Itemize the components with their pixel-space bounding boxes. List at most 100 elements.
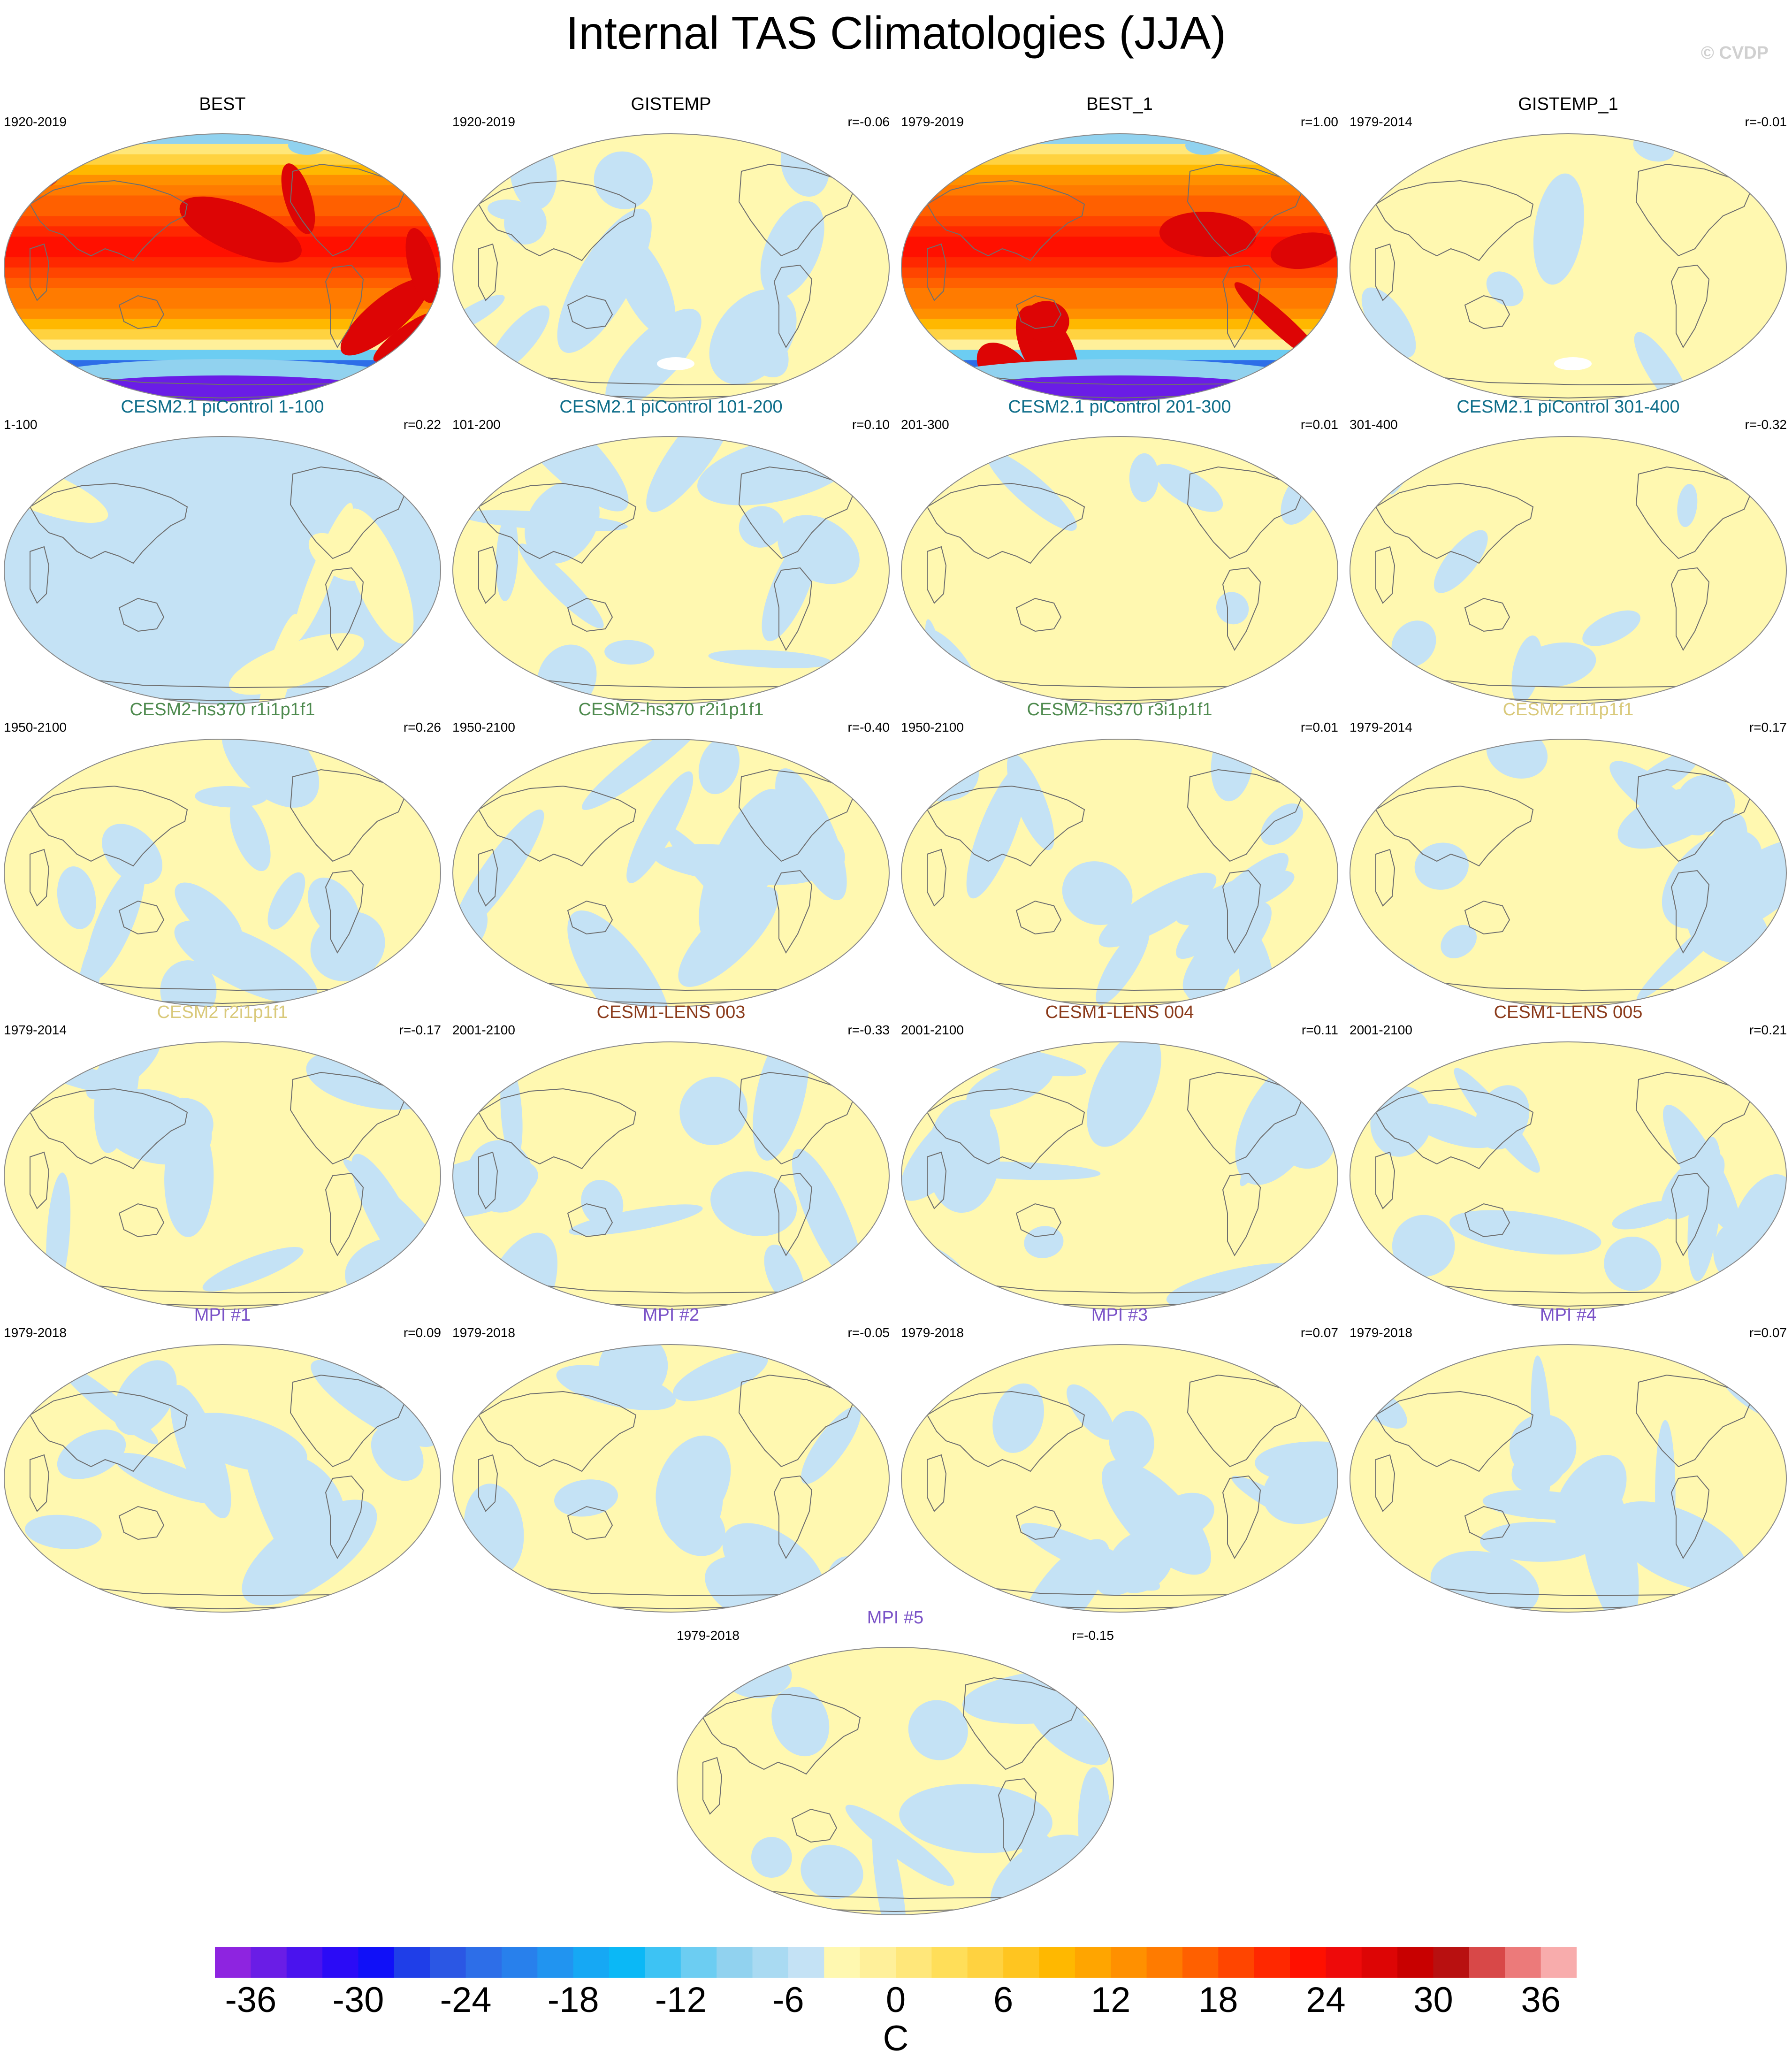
panel-correlation: r=-0.33: [847, 1023, 890, 1037]
map-projection: [1350, 436, 1787, 704]
panel-title: CESM1-LENS 004: [1045, 1002, 1194, 1022]
panel-period: 1979-2018: [1350, 1325, 1412, 1340]
map-panel: CESM1-LENS 005 2001-2100 r=0.21: [1348, 1002, 1789, 1310]
colorbar-swatch: [215, 1947, 251, 1978]
panel-correlation: r=1.00: [1300, 115, 1338, 129]
panel-title: CESM2.1 piControl 1-100: [121, 397, 324, 417]
colorbar-swatch: [1182, 1947, 1219, 1978]
colorbar-swatch: [717, 1947, 753, 1978]
panel-period: 101-200: [452, 417, 501, 432]
map-projection: [452, 1344, 890, 1613]
colorbar-swatch: [501, 1947, 538, 1978]
panel-period: 1-100: [4, 417, 38, 432]
map-projection: [452, 436, 890, 704]
colorbar-tick-label: -36: [225, 1980, 277, 2020]
panel-title: BEST: [199, 94, 246, 114]
map-panel: CESM2 r1i1p1f1 1979-2014 r=0.17: [1348, 699, 1789, 1007]
panel-correlation: r=0.01: [1300, 720, 1338, 734]
colorbar-swatch: [824, 1947, 861, 1978]
colorbar-tick-label: 24: [1306, 1980, 1346, 2020]
map-panel: MPI #2 1979-2018 r=-0.05: [450, 1305, 892, 1613]
panel-correlation: r=-0.40: [847, 720, 890, 734]
map-projection: [1350, 133, 1787, 402]
colorbar-swatch: [537, 1947, 574, 1978]
panel-correlation: r=-0.32: [1745, 417, 1787, 432]
colorbar-swatch: [1003, 1947, 1040, 1978]
panel-correlation: r=0.11: [1301, 1023, 1338, 1037]
panel-period: 1950-2100: [452, 720, 515, 734]
panel-title: CESM2 r1i1p1f1: [1502, 700, 1634, 719]
panel-title: MPI #3: [1091, 1305, 1148, 1325]
map-panel: CESM2-hs370 r1i1p1f1 1950-2100 r=0.26: [2, 699, 443, 1007]
panel-title: BEST_1: [1086, 94, 1153, 114]
panel-correlation: r=0.26: [403, 720, 441, 734]
map-projection: [901, 1041, 1338, 1310]
colorbar-tick-label: 18: [1198, 1980, 1238, 2020]
panel-period: 2001-2100: [1350, 1023, 1412, 1037]
map-panel: CESM1-LENS 003 2001-2100 r=-0.33: [450, 1002, 892, 1310]
colorbar-tick-label: -12: [655, 1980, 707, 2020]
panel-period: 2001-2100: [901, 1023, 964, 1037]
map-panel: GISTEMP 1920-2019 r=-0.06: [450, 94, 892, 402]
credit-watermark: © CVDP: [1700, 43, 1769, 63]
panel-correlation: r=0.17: [1749, 720, 1787, 734]
map-projection: [452, 739, 890, 1007]
panel-period: 1920-2019: [4, 115, 67, 129]
colorbar: [215, 1947, 1577, 1978]
map-projection: [1350, 739, 1787, 1007]
panel-period: 1979-2014: [1350, 115, 1412, 129]
colorbar-swatch: [609, 1947, 646, 1978]
map-projection: [4, 739, 441, 1007]
panel-correlation: r=-0.01: [1745, 115, 1787, 129]
colorbar-tick-label: -18: [547, 1980, 599, 2020]
panel-title: CESM1-LENS 005: [1494, 1002, 1643, 1022]
colorbar-unit: C: [883, 2019, 909, 2058]
panel-period: 301-400: [1350, 417, 1398, 432]
map-panel: CESM2.1 piControl 101-200 101-200 r=0.10: [450, 397, 892, 704]
panel-correlation: r=0.21: [1749, 1023, 1787, 1037]
colorbar-swatch: [1039, 1947, 1075, 1978]
map-projection: [452, 133, 890, 402]
map-panel: CESM2-hs370 r2i1p1f1 1950-2100 r=-0.40: [450, 699, 892, 1007]
panel-correlation: r=0.07: [1300, 1325, 1338, 1340]
map-panel: CESM2.1 piControl 201-300 201-300 r=0.01: [899, 397, 1340, 704]
map-projection: [901, 739, 1338, 1007]
colorbar-tick-label: 30: [1413, 1980, 1453, 2020]
map-panel: BEST 1920-2019: [2, 94, 443, 402]
panel-period: 1979-2018: [452, 1325, 515, 1340]
colorbar-swatch: [358, 1947, 395, 1978]
map-projection: [452, 1041, 890, 1310]
panel-period: 1979-2018: [901, 1325, 964, 1340]
map-panel: CESM2 r2i1p1f1 1979-2014 r=-0.17: [2, 1002, 443, 1310]
colorbar-swatch: [931, 1947, 968, 1978]
colorbar-swatch: [1540, 1947, 1577, 1978]
panel-title: GISTEMP_1: [1518, 94, 1618, 114]
colorbar-swatch: [1326, 1947, 1362, 1978]
colorbar-swatch: [1254, 1947, 1290, 1978]
panel-title: MPI #2: [642, 1305, 700, 1325]
colorbar-tick-label: -24: [440, 1980, 492, 2020]
panel-period: 1920-2019: [452, 115, 515, 129]
colorbar-swatch: [752, 1947, 789, 1978]
map-panel: MPI #5 1979-2018 r=-0.15: [675, 1607, 1116, 1915]
panel-title: CESM2 r2i1p1f1: [157, 1002, 288, 1022]
map-projection: [4, 133, 441, 402]
map-projection: [901, 133, 1338, 402]
map-projection: [4, 1344, 441, 1613]
colorbar-tick-label: -30: [332, 1980, 384, 2020]
map-projection: [901, 436, 1338, 704]
panel-period: 1979-2014: [4, 1023, 67, 1037]
panel-period: 1979-2014: [1350, 720, 1412, 734]
colorbar-swatch: [1397, 1947, 1434, 1978]
colorbar-tick-label: -6: [772, 1980, 804, 2020]
map-panel: CESM2.1 piControl 1-100 1-100 r=0.22: [2, 397, 443, 704]
page-title: Internal TAS Climatologies (JJA): [566, 7, 1226, 59]
panel-correlation: r=0.01: [1300, 417, 1338, 432]
colorbar-swatch: [251, 1947, 287, 1978]
colorbar-swatch: [286, 1947, 323, 1978]
panel-correlation: r=0.22: [403, 417, 441, 432]
panel-title: CESM2.1 piControl 101-200: [559, 397, 783, 417]
colorbar-swatch: [680, 1947, 717, 1978]
map-projection: [4, 1041, 441, 1310]
colorbar-swatch: [322, 1947, 359, 1978]
